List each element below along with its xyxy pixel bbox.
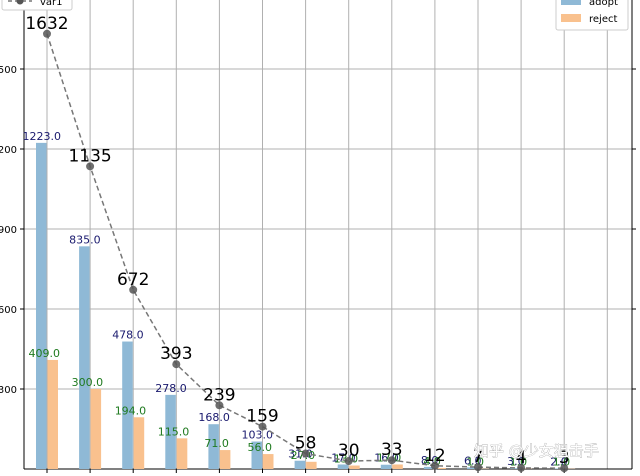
point-label-var1: 58 <box>295 434 317 454</box>
legend-label-reject: reject <box>589 14 617 25</box>
legend-left: var1 <box>1 0 73 11</box>
point-label-var1: 7 <box>473 447 484 467</box>
bar-adopt <box>510 468 521 469</box>
bar-adopt <box>294 460 306 469</box>
bar-reject <box>435 467 446 469</box>
point-var1 <box>215 401 224 410</box>
bar-adopt <box>467 467 478 469</box>
y-tick-label: 600 <box>0 305 17 316</box>
legend-swatch-adopt <box>561 0 581 5</box>
bar-adopt <box>337 464 349 469</box>
point-var1 <box>301 449 310 458</box>
legend-right-box <box>555 0 629 31</box>
bar-label-adopt: 478.0 <box>112 329 144 342</box>
bar-label-reject: 409.0 <box>29 347 61 360</box>
point-var1 <box>344 457 353 465</box>
point-var1 <box>86 162 95 171</box>
y-axis-ticks: 300 600 900 1200 1500 <box>0 65 636 396</box>
point-var1 <box>517 463 526 472</box>
plot-frame <box>23 0 633 473</box>
point-var1 <box>258 422 267 431</box>
bar-label-reject: 194.0 <box>115 404 147 417</box>
legend-label-adopt: adopt <box>589 0 618 8</box>
bar-adopt <box>251 441 262 469</box>
bar-label-adopt: 835.0 <box>69 233 101 246</box>
bar-label-adopt: 168.0 <box>198 411 230 424</box>
point-label-var1: 30 <box>338 441 360 461</box>
bar-reject <box>263 454 274 469</box>
series-adopt <box>36 142 564 469</box>
watermark: 知乎 @少女狙击手 <box>474 442 599 460</box>
bar-label-reject: 71.0 <box>204 437 229 450</box>
bar-label-adopt: 1223.0 <box>23 130 62 143</box>
legend-swatch-reject <box>561 14 581 22</box>
bar-reject <box>306 461 317 469</box>
bar-label-adopt: 103.0 <box>242 429 274 442</box>
y-tick-label: 1500 <box>0 65 17 76</box>
point-var1 <box>560 464 569 473</box>
bar-adopt <box>36 142 47 469</box>
point-var1 <box>430 461 439 470</box>
bar-adopt <box>165 394 176 469</box>
point-label-var1: 12 <box>424 446 446 466</box>
point-var1 <box>129 285 138 294</box>
bar-label-adopt: 278.0 <box>155 382 187 395</box>
point-label-var1: 159 <box>246 407 278 427</box>
point-label-var1: 4 <box>516 448 527 468</box>
point-label-var1: 1632 <box>25 14 68 34</box>
y-tick-label: 1200 <box>0 145 17 156</box>
point-var1 <box>387 456 396 465</box>
bar-adopt <box>79 246 90 469</box>
point-var1 <box>474 463 482 472</box>
bar-labels: 1223.0 409.0 835.0 300.0 478.0 194.0 278.0 115.… <box>23 130 571 469</box>
bar-reject <box>47 359 58 469</box>
bar-adopt <box>122 341 133 469</box>
bar-reject <box>90 389 102 469</box>
point-label-var1: 3 <box>559 448 570 468</box>
bar-reject <box>176 438 188 469</box>
bar-label-reject: 300.0 <box>72 376 104 389</box>
point-label-var1: 239 <box>203 385 235 405</box>
legend-marker-var1 <box>16 0 24 5</box>
series-reject <box>47 359 576 469</box>
point-var1 <box>43 29 51 38</box>
bar-reject <box>219 450 231 469</box>
bar-label-reject: 115.0 <box>158 425 190 438</box>
series-var1: 1632 1135 672 393 239 159 58 30 33 12 7 4 3 <box>25 14 570 473</box>
bar-adopt <box>380 464 392 469</box>
legend-right: adopt reject <box>555 0 629 31</box>
bar-reject <box>133 417 145 469</box>
point-label-var1: 1135 <box>68 146 111 166</box>
point-var1 <box>172 360 181 369</box>
bar-label-reject: 56.0 <box>248 441 273 454</box>
point-label-var1: 33 <box>381 440 403 460</box>
point-label-var1: 672 <box>117 270 149 290</box>
bar-reject <box>349 465 360 469</box>
bar-adopt <box>208 424 219 469</box>
bar-reject <box>392 464 403 469</box>
point-label-var1: 393 <box>160 344 192 364</box>
y-tick-label: 900 <box>0 225 17 236</box>
grid-lines <box>24 0 632 469</box>
legend-label-var1: var1 <box>40 0 63 8</box>
y-tick-label: 300 <box>0 385 17 396</box>
bar-adopt <box>423 466 435 469</box>
